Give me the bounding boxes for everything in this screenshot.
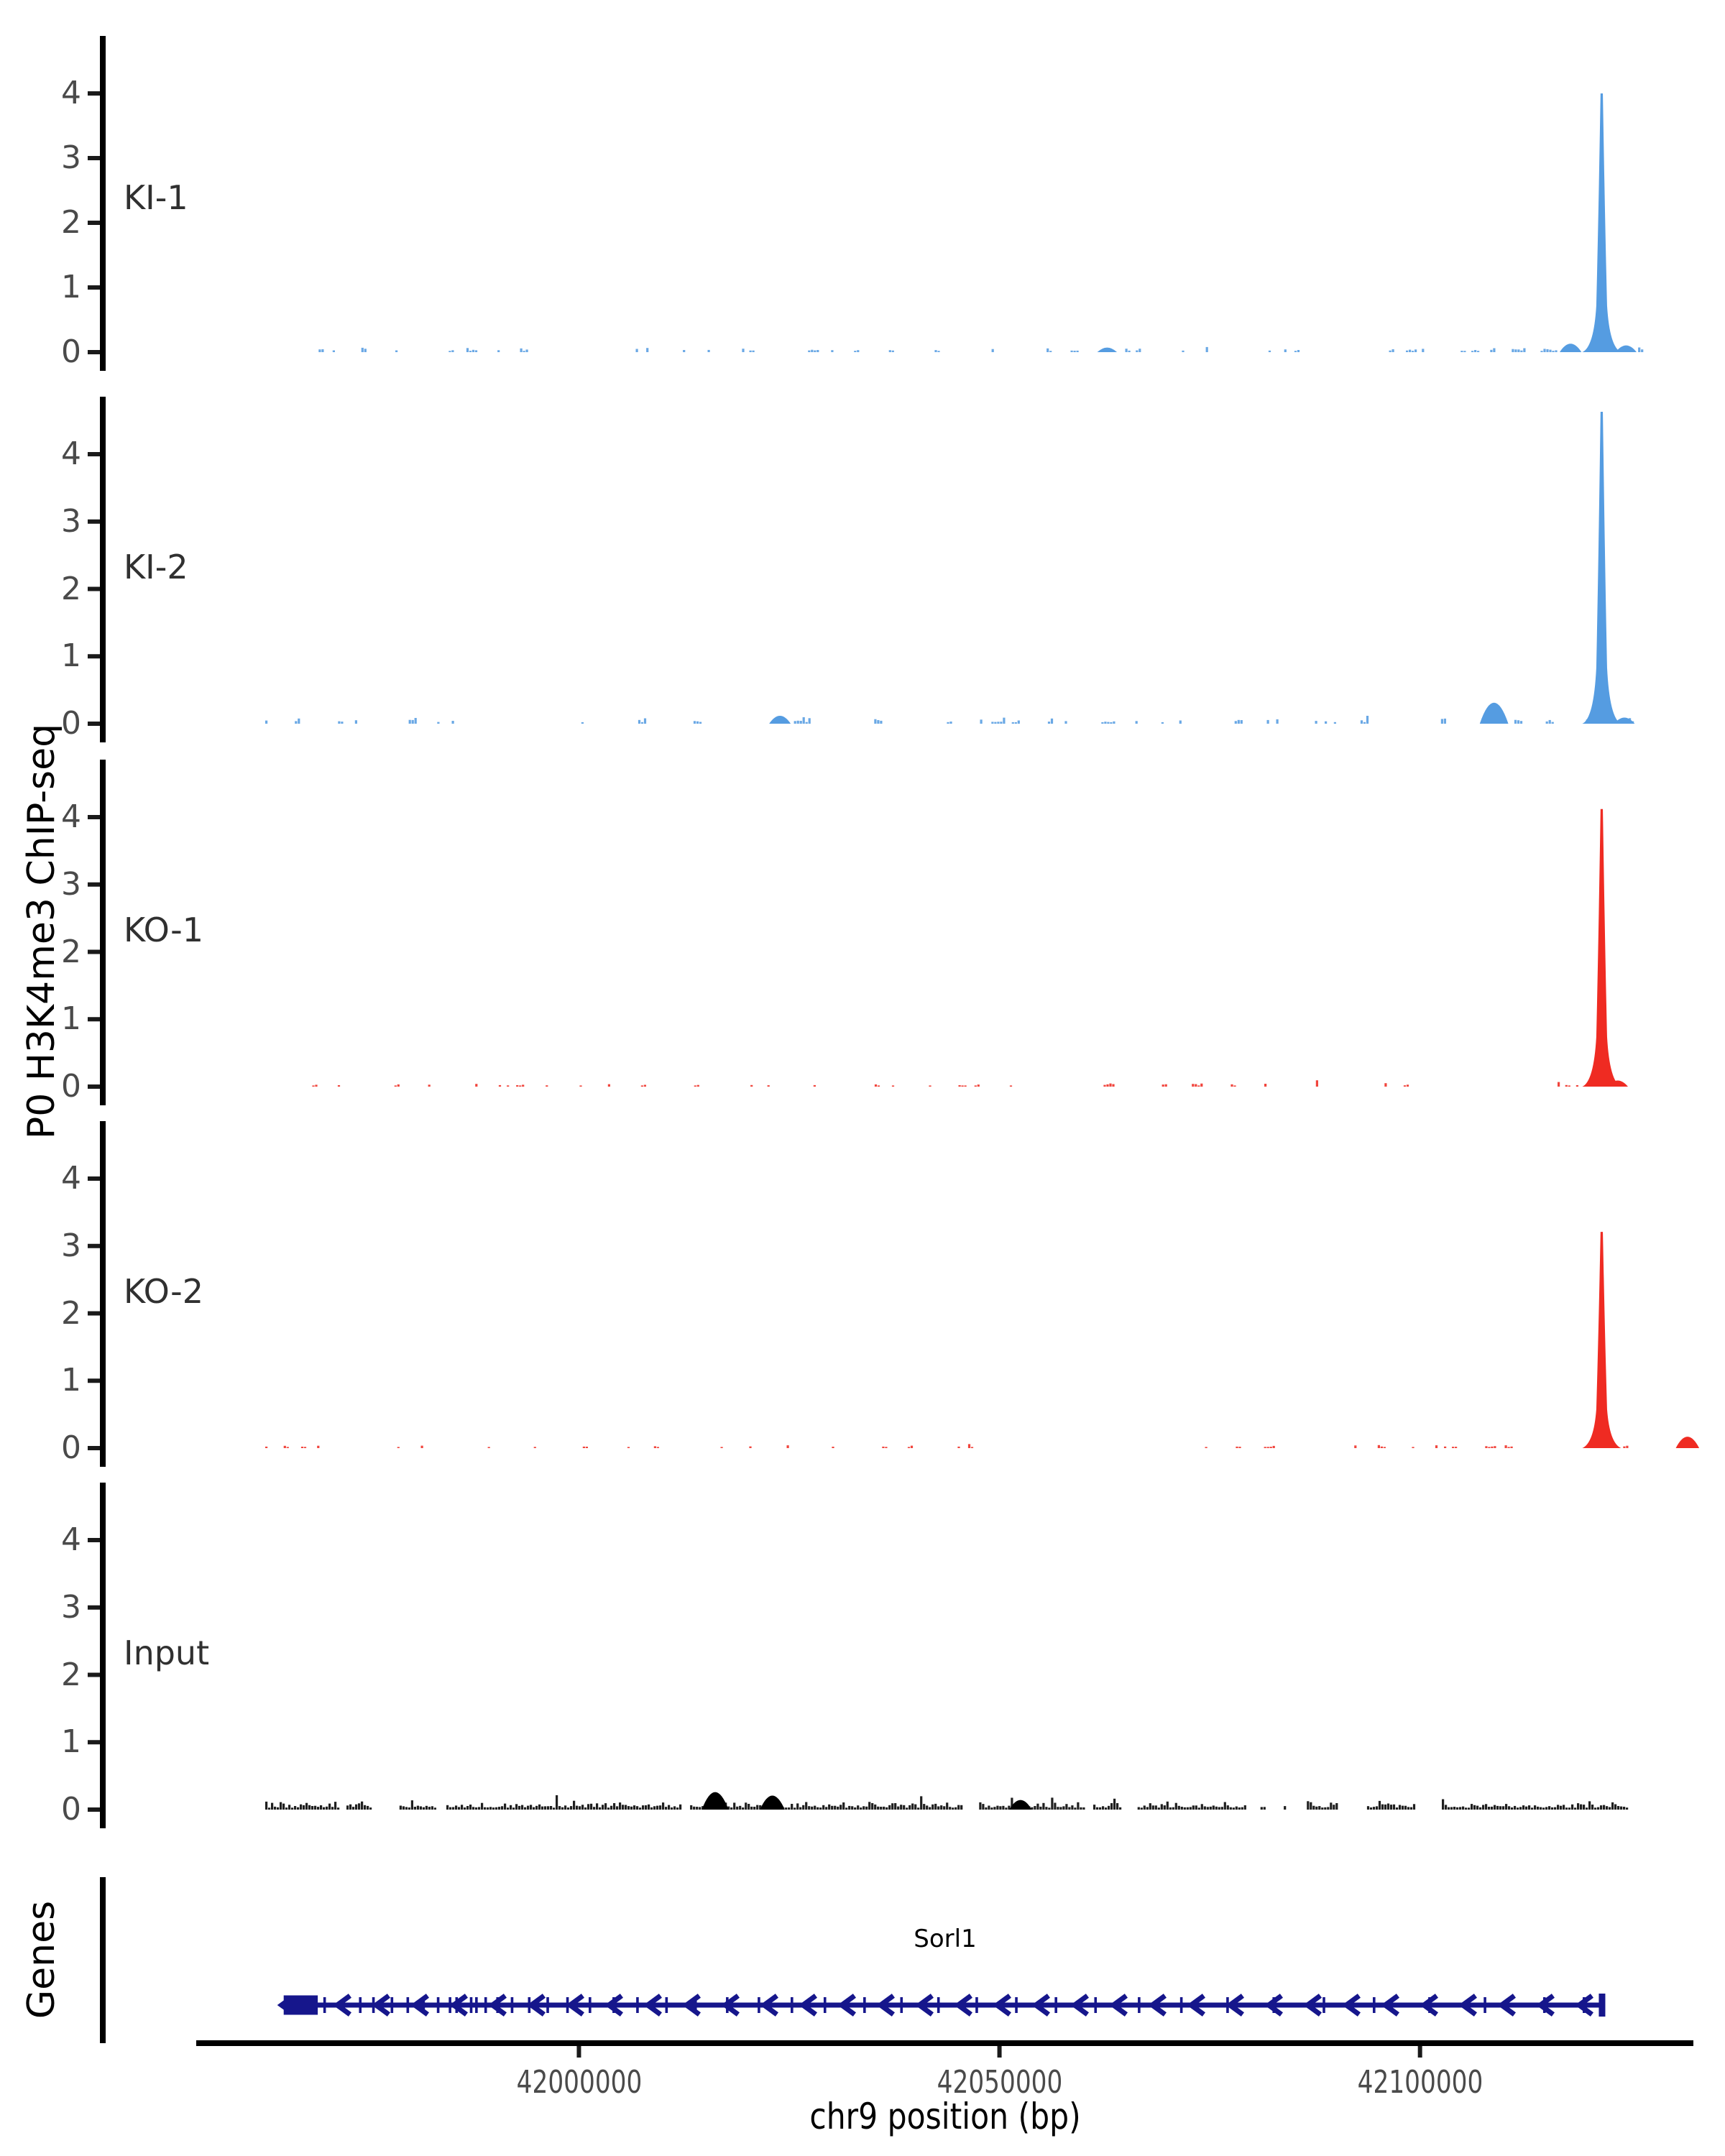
- track-label-ki2: KI-2: [124, 548, 188, 586]
- y-tick-label: 2: [61, 204, 81, 241]
- track-label-ko1: KO-1: [124, 911, 204, 949]
- y-tick-label: 4: [61, 1160, 81, 1197]
- y-tick-label: 0: [61, 333, 81, 370]
- y-tick-label: 1: [61, 1362, 81, 1399]
- y-tick-label: 1: [61, 269, 81, 305]
- y-tick-label: 1: [61, 637, 81, 675]
- y-tick-label: 2: [61, 570, 81, 607]
- genes-axis-title: Genes: [20, 1900, 63, 2019]
- track-label-input: Input: [124, 1634, 210, 1672]
- x-tick-label-42050000: 42050000: [937, 2064, 1063, 2101]
- y-tick-label: 4: [61, 436, 81, 472]
- gene-name-label: Sorl1: [914, 1925, 977, 1953]
- y-tick-label: 1: [61, 1723, 81, 1761]
- y-tick-label: 2: [61, 1656, 81, 1693]
- y-tick-label: 3: [61, 1227, 81, 1264]
- y-tick-label: 0: [61, 1068, 81, 1105]
- y-tick-label: 3: [61, 139, 81, 176]
- track-label-ki1: KI-1: [124, 178, 188, 217]
- y-tick-label: 3: [61, 865, 81, 903]
- y-tick-label: 1: [61, 1000, 81, 1038]
- y-tick-label: 0: [61, 705, 81, 742]
- x-axis-title: chr9 position (bp): [809, 2096, 1081, 2137]
- y-tick-label: 0: [61, 1791, 81, 1828]
- y-tick-label: 3: [61, 1588, 81, 1626]
- x-tick-label-42000000: 42000000: [516, 2064, 643, 2101]
- y-tick-label: 0: [61, 1429, 81, 1466]
- y-tick-label: 2: [61, 1294, 81, 1332]
- x-tick-label-42100000: 42100000: [1357, 2064, 1484, 2101]
- y-tick-label: 4: [61, 1521, 81, 1558]
- y-tick-label: 4: [61, 798, 81, 835]
- track-label-ko2: KO-2: [124, 1272, 204, 1311]
- y-tick-label: 2: [61, 933, 81, 970]
- y-tick-label: 4: [61, 75, 81, 111]
- y-tick-label: 3: [61, 502, 81, 540]
